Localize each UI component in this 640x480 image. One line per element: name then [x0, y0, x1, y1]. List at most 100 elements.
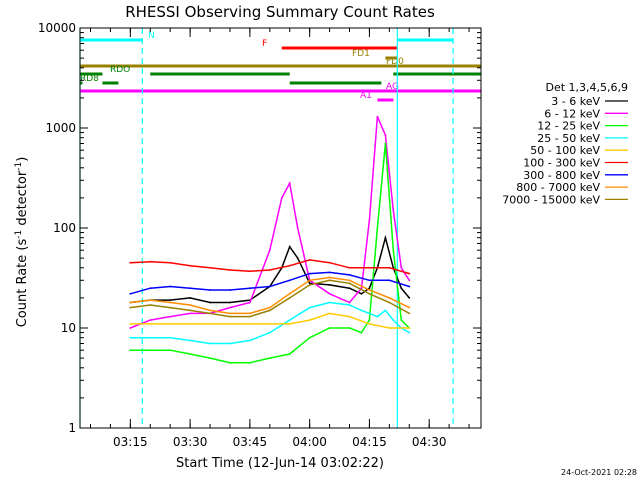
series-line-1	[130, 116, 410, 329]
series-4-point	[189, 323, 192, 325]
series-6-point	[388, 279, 391, 282]
series-1-point	[400, 266, 403, 269]
flag-label-fd0: FD0	[386, 57, 404, 67]
series-1-point	[384, 134, 387, 137]
series-5-point	[348, 266, 351, 269]
flag-label-fd1: FD1	[352, 49, 370, 59]
series-3-point	[129, 336, 132, 339]
x-tick-label: 04:30	[412, 435, 447, 449]
series-4-point	[308, 319, 311, 321]
series-1-point	[169, 315, 172, 318]
series-8-point	[268, 309, 271, 312]
series-5-point	[308, 259, 311, 261]
y-axis-label-sup2: -1	[14, 162, 24, 171]
series-0-point	[189, 297, 192, 299]
series-7-point	[268, 306, 271, 309]
chart-title: RHESSI Observing Summary Count Rates	[125, 3, 435, 21]
series-7-point	[388, 297, 391, 299]
series-1-point	[296, 227, 299, 229]
series-1-point	[348, 301, 351, 304]
series-3-point	[189, 339, 192, 342]
series-5-point	[229, 269, 231, 271]
series-3-point	[384, 309, 387, 312]
series-4-point	[288, 323, 291, 325]
series-3-point	[169, 336, 172, 339]
series-0-point	[229, 301, 231, 304]
series-3-point	[376, 315, 379, 318]
series-7-point	[408, 306, 411, 309]
series-5-point	[249, 270, 251, 273]
series-6-point	[288, 279, 291, 282]
flag-bars: N F FD1 FD0 RDO RD8 AG A1	[80, 31, 481, 102]
series-1-point	[368, 219, 371, 222]
series-0-point	[328, 284, 331, 286]
series-3-point	[392, 319, 395, 321]
plot-frame	[79, 27, 482, 429]
legend-label: 3 - 6 keV	[551, 95, 600, 108]
series-8-point	[249, 315, 251, 318]
series-2-point	[392, 249, 395, 252]
series-layer	[129, 115, 411, 364]
y-axis-label-main: Count Rate (s	[15, 239, 30, 328]
y-axis-label-mid: detector	[15, 170, 30, 230]
series-8-point	[348, 282, 351, 285]
series-4-point	[169, 323, 172, 325]
series-1-point	[229, 306, 231, 309]
series-8-point	[149, 304, 152, 306]
series-8-point	[388, 301, 391, 304]
legend-label: 50 - 100 keV	[530, 144, 600, 157]
series-6-point	[189, 287, 192, 290]
series-2-point	[209, 357, 211, 359]
series-6-point	[328, 271, 331, 274]
series-line-6	[130, 271, 410, 295]
series-2-point	[149, 349, 152, 352]
series-0-point	[169, 299, 172, 301]
series-7-point	[249, 312, 251, 315]
legend-label: 800 - 7000 keV	[516, 181, 600, 194]
series-0-point	[368, 287, 371, 290]
series-1-point	[268, 249, 271, 252]
series-3-point	[408, 331, 411, 334]
series-6-point	[268, 285, 271, 288]
series-5-point	[169, 261, 172, 264]
series-2-point	[288, 353, 291, 355]
series-3-point	[360, 309, 363, 312]
series-8-point	[169, 306, 172, 309]
legend-label: 12 - 25 keV	[537, 120, 600, 133]
series-8-point	[189, 309, 192, 312]
series-2-point	[189, 353, 192, 355]
series-7-point	[149, 299, 152, 301]
flag-label-rd8: RD8	[80, 74, 99, 84]
series-6-point	[348, 274, 351, 276]
series-0-point	[400, 287, 403, 290]
series-1-point	[189, 312, 192, 315]
footer-timestamp: 24-Oct-2021 02:28	[561, 468, 637, 477]
series-3-point	[348, 304, 351, 306]
y-axis-label: Count Rate (s-1 detector-1)	[14, 157, 30, 328]
series-4-point	[229, 323, 231, 325]
series-5-point	[129, 261, 132, 264]
x-axis-label: Start Time (12-Jun-14 03:02:22)	[176, 456, 384, 471]
series-1-point	[149, 319, 152, 321]
series-2-point	[328, 327, 331, 329]
y-tick-label: 10	[61, 321, 76, 335]
series-1-point	[288, 182, 291, 185]
series-2-point	[229, 361, 231, 364]
series-1-point	[392, 209, 395, 212]
series-3-point	[209, 342, 211, 345]
x-tick-label: 03:45	[233, 435, 268, 449]
series-4-point	[348, 315, 351, 318]
axes: 1 10 100 1000 10000 03:15 03:30 03:45 04:00 04:15…	[38, 21, 482, 449]
series-7-point	[229, 312, 231, 315]
series-1-point	[249, 301, 251, 304]
series-2-point	[360, 331, 363, 334]
series-5-point	[368, 266, 371, 269]
series-6-point	[169, 285, 172, 288]
series-3-point	[308, 306, 311, 309]
series-0-point	[308, 282, 311, 285]
series-3-point	[229, 342, 231, 345]
series-1-point	[376, 115, 379, 118]
legend-label: 25 - 50 keV	[537, 132, 600, 145]
series-0-point	[360, 292, 363, 295]
